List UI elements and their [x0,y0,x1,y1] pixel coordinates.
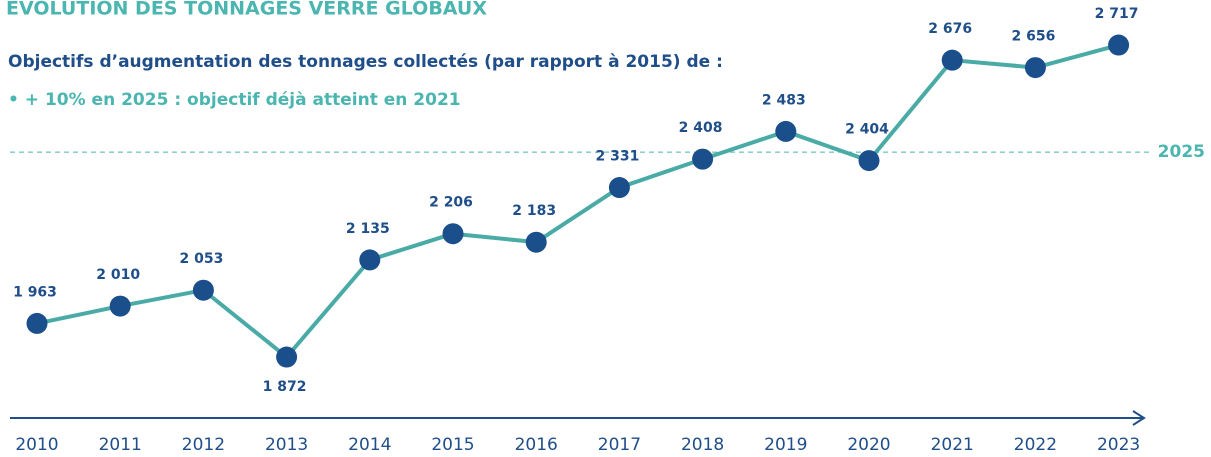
point [359,249,381,271]
x-tick-label: 2012 [182,435,225,455]
chart-subtitle: Objectifs d’augmentation des tonnages co… [8,52,723,72]
x-tick-label: 2020 [847,435,890,455]
point [192,279,214,301]
point [941,49,963,71]
point [26,312,48,334]
point [525,231,547,253]
x-tick-label: 2021 [931,435,974,455]
data-label: 2 331 [595,149,639,165]
data-label: 1 963 [13,284,57,300]
point [442,223,464,245]
data-label: 2 135 [346,221,390,237]
reference-label: 2025 [1158,142,1205,162]
x-tick-label: 2010 [15,435,58,455]
x-tick-label: 2011 [99,435,142,455]
x-tick-label: 2019 [764,435,807,455]
chart-title: EVOLUTION DES TONNAGES VERRE GLOBAUX [6,0,487,20]
data-label: 2 010 [96,267,140,283]
data-label: 2 404 [845,122,889,138]
x-tick-label: 2017 [598,435,641,455]
point [858,150,880,172]
point [608,177,630,199]
point [276,346,298,368]
line [36,43,1120,360]
point [109,295,131,317]
x-tick-label: 2015 [431,435,474,455]
point [692,148,714,170]
data-label: 2 656 [1011,29,1055,45]
point [775,120,797,142]
point [1024,57,1046,79]
data-label: 2 676 [928,21,972,37]
annotation: • + 10% en 2025 : objectif déjà atteint … [8,90,461,110]
x-tick-label: 2014 [348,435,391,455]
x-tick-label: 2016 [515,435,558,455]
x-tick-label: 2013 [265,435,308,455]
x-tick-label: 2018 [681,435,724,455]
data-label: 2 483 [762,92,806,108]
x-tick-label: 2023 [1097,435,1140,455]
data-label: 2 206 [429,195,473,211]
point [1108,34,1130,56]
data-label: 2 053 [179,251,223,267]
data-label: 2 717 [1095,6,1139,22]
data-label: 2 408 [679,120,723,136]
data-label: 1 872 [263,379,307,395]
x-tick-label: 2022 [1014,435,1057,455]
data-label: 2 183 [512,203,556,219]
